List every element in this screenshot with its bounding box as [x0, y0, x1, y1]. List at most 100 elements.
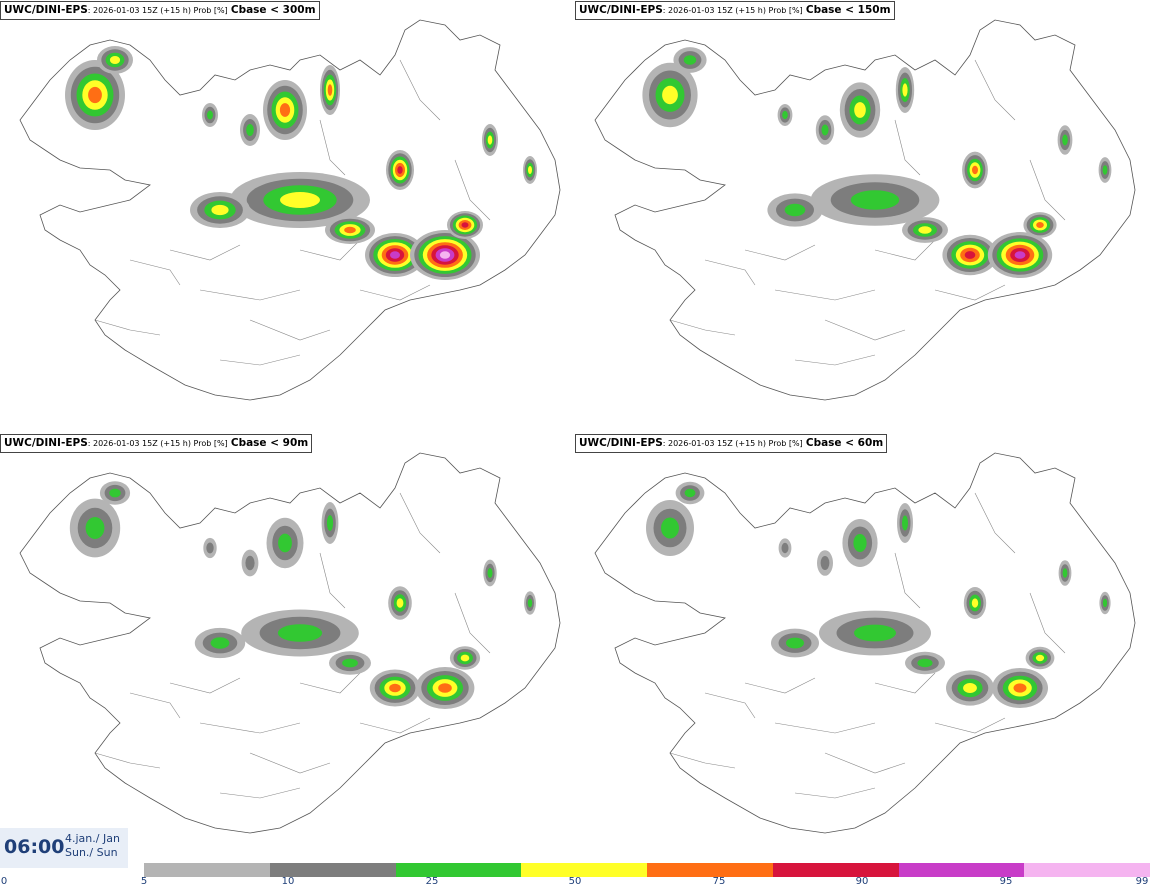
probability-contour: [1062, 568, 1068, 578]
road-line: [249, 752, 331, 774]
road-line: [129, 692, 181, 719]
colorbar-segment: [395, 863, 522, 877]
probability-contour: [88, 86, 102, 104]
probability-contour: [342, 658, 358, 668]
probability-contour: [279, 103, 291, 117]
colorbar-tick-label: 90: [855, 876, 869, 887]
colorbar-ticks: 0 5 10 25 50 75 90 95 99: [0, 876, 1150, 890]
road-line: [824, 319, 906, 341]
probability-contour: [278, 533, 292, 553]
probability-contour: [820, 556, 830, 570]
probability-contour: [683, 55, 697, 65]
colorbar-segment: [1024, 863, 1150, 877]
probability-contour: [782, 110, 788, 120]
road-line: [219, 787, 301, 799]
road-line: [774, 722, 876, 734]
colorbar-tick-label: 95: [999, 876, 1013, 887]
probability-contour: [109, 488, 121, 498]
road-line: [744, 677, 816, 694]
panel-title: UWC/DINI-EPS: 2026-01-03 15Z (+15 h) Pro…: [575, 1, 895, 20]
date-line-2: Sun./ Sun: [65, 846, 118, 859]
road-line: [934, 284, 1006, 301]
probability-contour: [109, 56, 121, 64]
road-line: [169, 677, 241, 694]
probability-contour: [277, 624, 323, 642]
road-line: [934, 717, 1006, 734]
valid-date: 4.jan./ Jan Sun./ Sun: [65, 832, 120, 860]
colorbar-tick-label: 50: [568, 876, 582, 887]
probability-contour: [918, 226, 932, 234]
valid-time: 06:00: [4, 836, 65, 858]
probability-contour: [854, 102, 866, 118]
road-line: [454, 592, 491, 654]
road-line: [874, 239, 936, 261]
road-line: [794, 354, 876, 366]
iceland-map: [594, 452, 1136, 834]
colorbar-tick-label: 5: [140, 876, 148, 887]
probability-contour: [781, 542, 789, 554]
road-line: [249, 319, 331, 341]
probability-contour: [461, 222, 469, 228]
probability-contour: [917, 658, 933, 668]
road-line: [399, 59, 441, 121]
road-line: [359, 717, 431, 734]
road-line: [974, 59, 1016, 121]
probability-contour: [389, 683, 401, 693]
colorbar-segment: [269, 863, 396, 877]
probability-contour: [487, 135, 493, 145]
date-line-1: 4.jan./ Jan: [65, 832, 120, 845]
panel-title: UWC/DINI-EPS: 2026-01-03 15Z (+15 h) Pro…: [0, 1, 320, 20]
iceland-map: [19, 19, 561, 401]
probability-contour: [1036, 222, 1044, 228]
map-panel-cbase-150: UWC/DINI-EPS: 2026-01-03 15Z (+15 h) Pro…: [575, 0, 1150, 430]
probability-contour: [850, 190, 900, 210]
probability-contour: [1035, 654, 1045, 662]
road-line: [1029, 592, 1066, 654]
road-line: [794, 787, 876, 799]
road-line: [359, 284, 431, 301]
valid-time-box: 06:00 4.jan./ Jan Sun./ Sun: [0, 828, 128, 868]
probability-contour: [1062, 134, 1068, 146]
probability-contour: [207, 110, 213, 120]
road-line: [874, 672, 936, 694]
road-line: [219, 354, 301, 366]
probability-contour: [460, 654, 470, 662]
probability-contour: [487, 568, 493, 578]
probability-contour: [390, 251, 400, 259]
road-line: [669, 319, 736, 336]
map-panel-cbase-90: UWC/DINI-EPS: 2026-01-03 15Z (+15 h) Pro…: [0, 433, 575, 863]
probability-contour: [662, 85, 678, 105]
road-line: [319, 552, 346, 609]
panel-title: UWC/DINI-EPS: 2026-01-03 15Z (+15 h) Pro…: [575, 434, 888, 453]
probability-contour: [246, 124, 254, 136]
probability-contour: [85, 517, 105, 539]
road-line: [454, 159, 491, 221]
road-line: [94, 752, 161, 769]
probability-contour: [280, 192, 320, 208]
probability-contour: [661, 517, 679, 539]
colorbar-segment: [772, 863, 899, 877]
colorbar-tick-label: 75: [712, 876, 726, 887]
road-line: [1029, 159, 1066, 221]
probability-contour: [854, 624, 896, 642]
map-panel-cbase-60: UWC/DINI-EPS: 2026-01-03 15Z (+15 h) Pro…: [575, 433, 1150, 863]
road-line: [704, 259, 756, 286]
road-line: [704, 692, 756, 719]
panel-title: UWC/DINI-EPS: 2026-01-03 15Z (+15 h) Pro…: [0, 434, 313, 453]
probability-contour: [439, 251, 451, 259]
probability-contour: [902, 515, 908, 531]
colorbar-tick-label: 0: [0, 876, 8, 887]
probability-contour: [1102, 165, 1108, 175]
probability-contour: [963, 683, 977, 693]
road-line: [319, 119, 346, 176]
probability-contour: [971, 598, 979, 608]
road-line: [399, 492, 441, 554]
colorbar-tick-label: 25: [425, 876, 439, 887]
road-line: [669, 752, 736, 769]
colorbar-segment: [144, 863, 270, 877]
probability-contour: [1102, 598, 1108, 608]
colorbar-tick-label: 10: [281, 876, 295, 887]
probability-contour: [972, 165, 978, 175]
road-line: [299, 672, 361, 694]
probability-contour: [784, 203, 806, 217]
